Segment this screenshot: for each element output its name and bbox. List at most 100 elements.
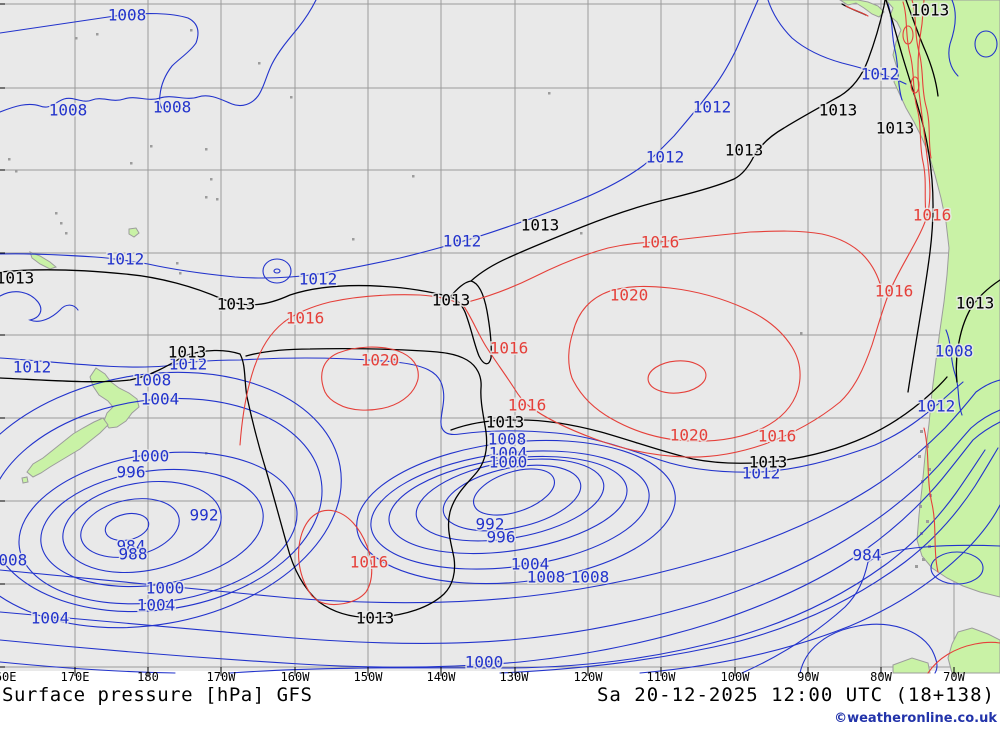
isobar-label-1013: 1013 [486,413,525,432]
landmass-central-america [839,0,885,18]
isobar-1012 [948,0,959,77]
island-speck [258,62,261,65]
isobar-label-1000: 1000 [489,453,528,472]
island-speck [176,262,179,265]
isobar-label-1012: 1012 [13,358,52,377]
isobar-1008 [0,371,342,629]
lon-label-110W: 110W [646,670,676,684]
isobar-1008 [0,0,317,113]
lon-label-100W: 100W [720,670,750,684]
fjord-speck [928,468,931,471]
isobar-1008 [0,291,79,322]
island-speck [56,113,59,116]
island-speck [15,170,18,173]
isobar-1008 [945,329,963,416]
isobar-label-1012: 1012 [742,464,781,483]
isobar-1016 [845,5,869,17]
isobar-label-1008: 1008 [108,6,147,25]
island-speck [55,212,58,215]
fjord-speck [926,445,929,448]
island-speck [352,238,355,241]
isobar-label-1004: 1004 [141,390,180,409]
isobar-label-1008: 1008 [133,371,172,390]
isobar-label-1008: 1008 [935,342,974,361]
isobar-1016 [902,25,914,45]
isobar-1013 [0,0,886,365]
isobar-984 [741,544,1000,674]
island-speck [205,148,208,151]
isobar-label-1012: 1012 [443,232,482,251]
isobar-label-1016: 1016 [286,309,325,328]
isobar-1012 [0,357,964,473]
isobar-label-1013: 1013 [911,1,950,20]
island-speck [65,232,68,235]
isobar-1004 [0,397,323,613]
isobar-label-1000: 1000 [465,653,504,672]
isobar-label-1016: 1016 [758,427,797,446]
lon-label-180: 180 [137,670,159,684]
lon-label-70W: 70W [943,670,965,684]
isobar-label-1004: 1004 [137,596,176,615]
isobar-label-1000: 1000 [131,447,170,466]
isobar-label-996: 996 [487,528,516,547]
isobar-label-1004: 1004 [489,444,528,463]
isobar-1020 [321,346,419,411]
island-speck [290,96,293,99]
landmass-nz-north-island [89,367,140,429]
isobar-1013 [885,0,934,393]
island-speck [548,92,551,95]
isobar-1020 [568,285,801,442]
lon-label-140W: 140W [426,670,456,684]
isobar-1012 [0,0,759,279]
isobar-1008 [0,12,199,111]
island-speck [8,158,11,161]
lon-label-120W: 120W [573,670,603,684]
isobar-label-1012: 1012 [106,250,145,269]
isobar-1000 [388,455,628,555]
isobar-1012 [273,268,281,274]
isobar-1016 [467,230,882,303]
isobar-label-1008: 1008 [153,98,192,117]
isobar-label-1004: 1004 [511,555,550,574]
lon-label-90W: 90W [797,670,819,684]
isobar-label-1020: 1020 [670,426,709,445]
isobar-label-1013: 1013 [521,216,560,235]
island-speck [190,29,193,32]
isobar-label-1008: 1008 [488,430,527,449]
landmass-south-america [885,0,1000,598]
lon-label-170W: 170W [206,670,236,684]
isobar-1013 [955,279,1000,383]
isobar-label-1020: 1020 [610,286,649,305]
copyright-link[interactable]: ©weatheronline.co.uk [834,711,997,726]
isobar-1022 [647,360,707,394]
isobar-988 [80,498,180,558]
isobar-1016 [923,427,939,573]
landmass-new-caledonia [29,251,58,270]
isobar-label-1013: 1013 [217,295,256,314]
footer-background [0,671,1000,733]
isobar-label-1013: 1013 [432,291,471,310]
isobar-1016 [298,509,373,605]
isobar-992 [62,480,222,574]
isobar-1013 [905,0,939,97]
map-title: Surface pressure [hPa] GFS [2,684,313,706]
lon-label-80W: 80W [870,670,892,684]
isobar-992 [442,464,582,532]
isobar-label-1008: 1008 [571,568,610,587]
isobar-label-996: 996 [117,463,146,482]
isobar-label-1012: 1012 [299,270,338,289]
isobar-996 [415,458,605,542]
isobar-996 [40,468,264,588]
isobar-992 [499,447,999,674]
island-speck [60,222,63,225]
isobar-label-1016: 1016 [875,282,914,301]
isobar-1012 [974,30,998,58]
fjord-speck [915,565,918,568]
island-speck [150,145,153,148]
landmass-tierra-del-fuego [947,627,1000,674]
isobar-1013 [0,347,488,619]
island-speck [412,175,415,178]
